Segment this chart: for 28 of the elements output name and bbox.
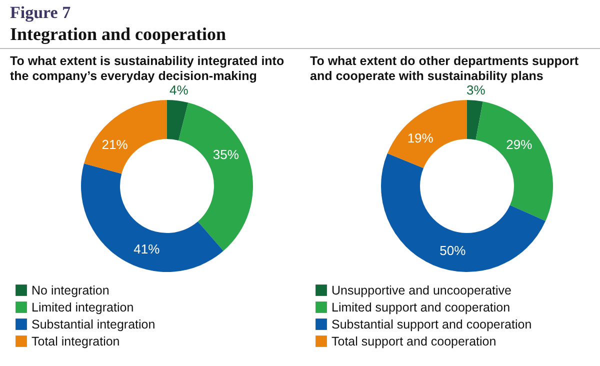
chart-title: To what extent is sustainability integrated into the company’s everyday decision-making bbox=[10, 54, 286, 84]
text: Integration and cooperation bbox=[10, 23, 227, 45]
data-label: 3% bbox=[466, 82, 486, 98]
donut-slice bbox=[84, 100, 167, 174]
legend-label: Substantial support and cooperation bbox=[332, 317, 532, 332]
legend-label: Limited integration bbox=[32, 300, 134, 314]
data-label: 21% bbox=[102, 136, 128, 152]
donut-slice bbox=[178, 102, 253, 251]
data-label: 41% bbox=[134, 241, 160, 256]
data-label: 4% bbox=[170, 82, 189, 98]
legend-label: Unsupportive and uncooperative bbox=[332, 283, 512, 298]
data-label: 19% bbox=[407, 130, 434, 146]
data-label: 50% bbox=[440, 242, 466, 258]
legend-label: Total integration bbox=[32, 334, 120, 348]
donut-slice bbox=[467, 100, 483, 140]
legend-label: Substantial integration bbox=[32, 317, 156, 332]
data-label: 35% bbox=[212, 147, 240, 162]
donut-slice bbox=[81, 164, 224, 272]
legend-label: Total support and cooperation bbox=[332, 334, 496, 348]
donut-slice bbox=[380, 153, 546, 272]
legend-label: Limited support and cooperation bbox=[332, 300, 510, 314]
legend-label: No integration bbox=[32, 283, 110, 298]
chart-title: To what extent do other departments support and cooperate with sustainability plans bbox=[310, 54, 580, 84]
text: Figure 7 bbox=[10, 3, 72, 23]
data-label: 29% bbox=[506, 136, 533, 152]
donut-slice bbox=[167, 100, 188, 140]
donut-slice bbox=[476, 101, 553, 222]
donut-slice bbox=[387, 100, 467, 168]
